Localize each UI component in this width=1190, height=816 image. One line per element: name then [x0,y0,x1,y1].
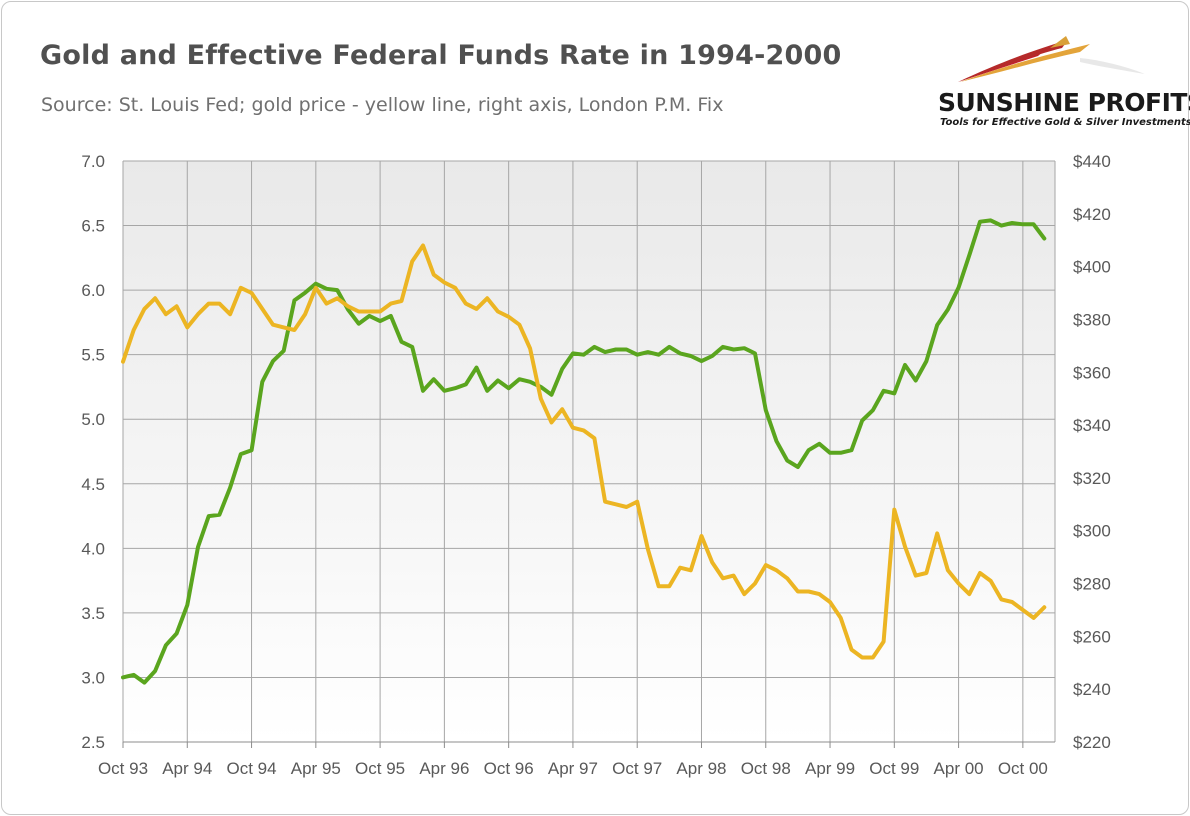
y-right-tick-label: $320 [1073,469,1111,488]
x-tick-label: Oct 96 [484,759,534,778]
y-right-tick-label: $380 [1073,310,1111,329]
fed-funds-rate-line [121,218,1047,685]
y-left-tick-label: 5.0 [81,410,105,429]
grid [122,160,1056,748]
y-left-tick-label: 6.5 [81,217,105,236]
y-right-tick-label: $240 [1073,680,1111,699]
logo-name: SUNSHINE PROFITS [938,88,1190,117]
x-tick-label: Oct 93 [98,759,148,778]
y-right-tick-label: $420 [1073,205,1111,224]
y-left-tick-label: 3.0 [81,668,105,687]
series-lines [121,218,1047,685]
plot-area [123,161,1055,742]
y-left-tick-label: 2.5 [81,733,105,752]
x-tick-label: Oct 00 [998,759,1048,778]
y-left-tick-label: 3.5 [81,604,105,623]
y-left-tick-label: 4.0 [81,539,105,558]
x-tick-label: Oct 98 [741,759,791,778]
x-tick-label: Apr 00 [934,759,984,778]
chart-title: Gold and Effective Federal Funds Rate in… [40,40,842,71]
x-tick-label: Oct 99 [869,759,919,778]
x-tick-label: Apr 94 [162,759,212,778]
axis-ticks: 2.5 3.0 3.5 4.0 4.5 5.0 5.5 6.0 6.5 7.0 $220 $240 $2… [81,152,1110,778]
x-tick-label: Oct 94 [227,759,277,778]
y-left-tick-label: 5.5 [81,346,105,365]
y-left-tick-label: 6.0 [81,281,105,300]
y-left-tick-label: 4.5 [81,475,105,494]
x-tick-label: Apr 99 [805,759,855,778]
y-left-tick-label: 7.0 [81,152,105,171]
logo-tagline: Tools for Effective Gold & Silver Invest… [940,117,1190,128]
y-right-tick-label: $360 [1073,363,1111,382]
y-right-tick-label: $300 [1073,522,1111,541]
chart-subtitle: Source: St. Louis Fed; gold price - yell… [41,94,724,116]
y-right-tick-label: $400 [1073,258,1111,277]
y-right-tick-label: $280 [1073,575,1111,594]
gold-price-line [121,243,1047,660]
logo-swoosh-icon [958,36,1145,82]
x-tick-label: Apr 98 [676,759,726,778]
y-right-tick-label: $260 [1073,627,1111,646]
y-right-tick-label: $220 [1073,733,1111,752]
x-tick-label: Oct 97 [612,759,662,778]
x-tick-label: Apr 97 [548,759,598,778]
x-tick-label: Apr 95 [291,759,341,778]
y-right-tick-label: $340 [1073,416,1111,435]
x-tick-label: Oct 95 [355,759,405,778]
x-tick-label: Apr 96 [419,759,469,778]
y-right-tick-label: $440 [1073,152,1111,171]
